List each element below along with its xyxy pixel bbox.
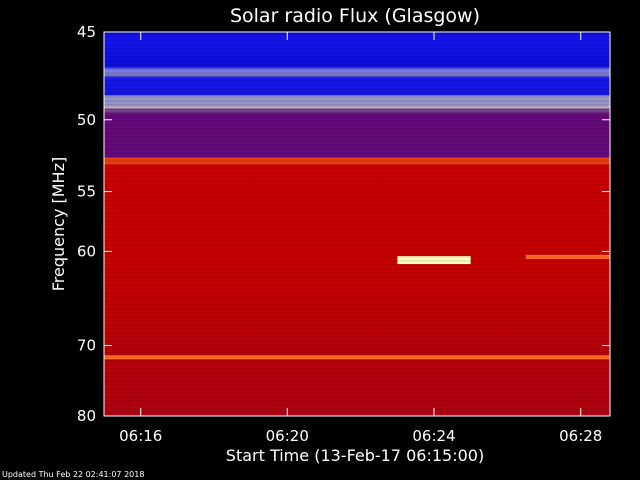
y-tick-label-5: 80 bbox=[77, 407, 96, 425]
chart-title: Solar radio Flux (Glasgow) bbox=[230, 5, 480, 27]
x-tick-label-1: 06:20 bbox=[266, 427, 309, 445]
x-axis-label: Start Time (13-Feb-17 06:15:00) bbox=[226, 446, 484, 465]
row-texture bbox=[104, 32, 610, 416]
y-tick-label-4: 70 bbox=[77, 336, 96, 354]
x-tick-label-3: 06:28 bbox=[559, 427, 602, 445]
y-tick-label-2: 55 bbox=[77, 183, 96, 201]
plot-area bbox=[103, 31, 611, 417]
y-tick-label-0: 45 bbox=[77, 23, 96, 41]
x-tick-label-0: 06:16 bbox=[119, 427, 162, 445]
plot-frame bbox=[103, 31, 611, 417]
x-tick-label-2: 06:24 bbox=[412, 427, 455, 445]
y-tick-label-1: 50 bbox=[77, 111, 96, 129]
y-axis-label: Frequency [MHz] bbox=[49, 157, 68, 291]
updated-timestamp: Updated Thu Feb 22 02:41:07 2018 bbox=[2, 470, 144, 479]
y-tick-label-3: 60 bbox=[77, 242, 96, 260]
